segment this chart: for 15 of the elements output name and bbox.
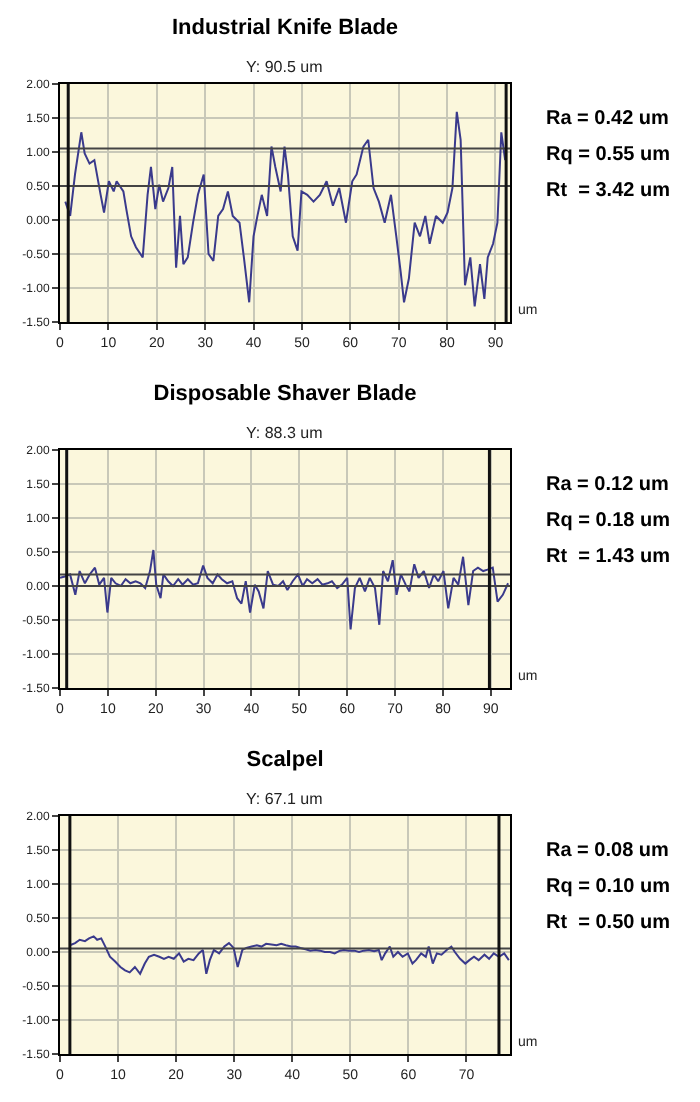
chart-title: Scalpel: [246, 747, 324, 772]
text: Rq = 0.10 um: [546, 876, 671, 898]
text: Rt = 3.42 um: [546, 180, 671, 202]
text: Rq = 0.18 um: [546, 510, 671, 532]
text: Ra = 0.08 um: [546, 840, 670, 862]
chart-title: Disposable Shaver Blade: [153, 381, 417, 406]
text: Rq = 0.55 um: [546, 144, 671, 166]
chart-subtitle: Y: 90.5 um: [246, 58, 324, 76]
text: Ra = 0.42 um: [546, 108, 670, 130]
chart-title: Industrial Knife Blade: [171, 15, 399, 40]
text: Rt = 0.50 um: [546, 912, 671, 934]
chart-subtitle: Y: 67.1 um: [246, 790, 324, 808]
text: Ra = 0.12 um: [546, 474, 670, 496]
chart-subtitle: Y: 88.3 um: [246, 424, 324, 442]
text: Rt = 1.43 um: [546, 546, 671, 568]
